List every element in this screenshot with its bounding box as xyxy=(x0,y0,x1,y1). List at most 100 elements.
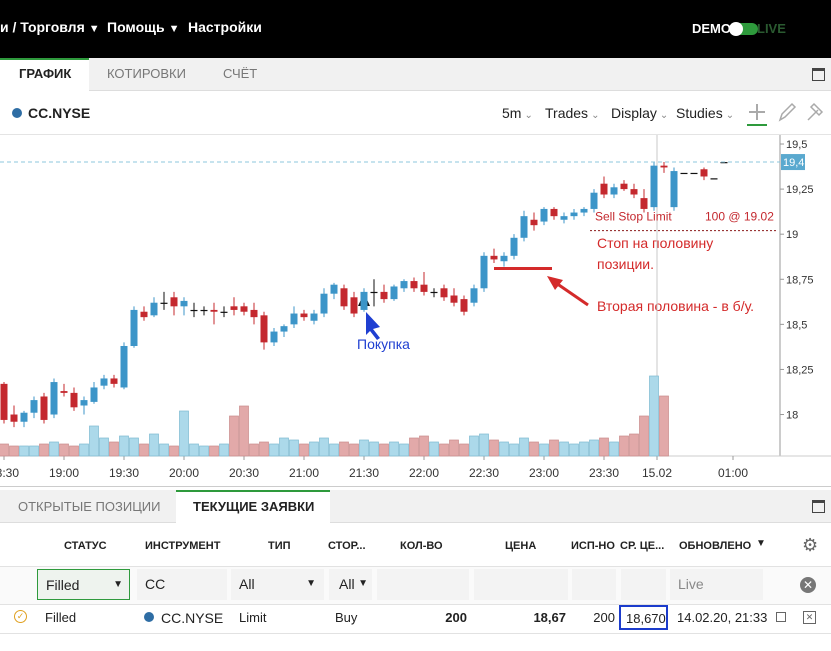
x-tick-label: 23:30 xyxy=(589,466,619,480)
filled-filter[interactable] xyxy=(572,569,616,600)
candle-body xyxy=(540,208,548,222)
x-tick-label: 18:30 xyxy=(0,466,19,480)
volume-bar xyxy=(609,441,619,457)
instrument-filter[interactable]: CC xyxy=(137,569,227,600)
y-tick-label: 18,5 xyxy=(786,319,807,331)
demo-label: DEMO xyxy=(692,21,731,36)
candle-body xyxy=(70,392,78,408)
maximize-icon[interactable] xyxy=(812,500,825,513)
candle-body xyxy=(520,216,528,238)
tab[interactable]: КОТИРОВКИ xyxy=(107,66,186,81)
volume-bar xyxy=(639,415,649,457)
candle-body xyxy=(430,291,438,294)
settings-icon[interactable]: ⚙ xyxy=(802,535,819,555)
mode-toggle[interactable] xyxy=(729,22,758,36)
separator xyxy=(0,633,831,634)
volume-bar xyxy=(259,441,269,457)
tab[interactable]: СЧЁТ xyxy=(223,66,258,81)
menu-item[interactable]: Настройки xyxy=(188,19,262,35)
volume-bar xyxy=(339,441,349,457)
volume-bar xyxy=(439,443,449,457)
volume-bar xyxy=(9,445,19,457)
qty-filter[interactable] xyxy=(377,569,469,600)
interval-select[interactable]: 5m ⌄ xyxy=(502,105,533,121)
type-label: Trades xyxy=(545,105,589,121)
add-icon[interactable] xyxy=(747,104,767,126)
column-header[interactable]: ТИП xyxy=(268,540,291,552)
volume-bar xyxy=(459,443,469,457)
updated-filter[interactable]: Live xyxy=(670,569,763,600)
candle-body xyxy=(330,284,338,294)
tab[interactable]: ГРАФИК xyxy=(19,66,72,81)
volume-bar xyxy=(659,395,669,457)
volume-bar xyxy=(79,443,89,457)
x-tick-label: 21:30 xyxy=(349,466,379,480)
volume-bar xyxy=(19,445,29,457)
type-select[interactable]: Trades ⌄ xyxy=(545,105,600,121)
candle-body xyxy=(640,198,648,209)
symbol-dot xyxy=(144,612,154,622)
volume-bar xyxy=(599,437,609,457)
candle-body xyxy=(140,311,148,318)
type-filter[interactable]: All ▼ xyxy=(231,569,324,600)
candle-body xyxy=(160,302,168,304)
column-header[interactable]: СР. ЦЕ... xyxy=(620,540,665,552)
column-header[interactable]: ОБНОВЛЕНО xyxy=(679,540,752,552)
candle-body xyxy=(50,382,58,415)
x-tick-label: 19:30 xyxy=(109,466,139,480)
y-tick-label: 19 xyxy=(786,229,798,241)
tab[interactable]: ТЕКУЩИЕ ЗАЯВКИ xyxy=(193,499,315,514)
side-filter[interactable]: All ▼ xyxy=(329,569,372,600)
column-header[interactable]: КОЛ-ВО xyxy=(400,540,443,552)
avg-filter[interactable] xyxy=(621,569,666,600)
tab[interactable]: ОТКРЫТЫЕ ПОЗИЦИИ xyxy=(18,499,161,514)
y-tick-label: 18,75 xyxy=(786,274,814,286)
candle-body xyxy=(560,216,568,220)
candle-body xyxy=(390,286,398,300)
column-header[interactable]: СТАТУС xyxy=(64,540,107,552)
candle-body xyxy=(300,313,308,318)
candle-body xyxy=(670,171,678,208)
clear-filters[interactable]: ✕ xyxy=(800,577,816,593)
volume-bar xyxy=(169,445,179,457)
volume-bar xyxy=(219,443,229,457)
candle-body xyxy=(600,183,608,195)
column-header[interactable]: ЦЕНА xyxy=(505,540,537,552)
volume-bar xyxy=(359,439,369,457)
column-header[interactable]: ИСП-НО xyxy=(571,540,615,552)
volume-bar xyxy=(479,433,489,457)
copy-icon[interactable] xyxy=(776,612,786,622)
candle-body xyxy=(580,208,588,213)
studies-select[interactable]: Studies ⌄ xyxy=(676,105,735,121)
annotation: Покупка xyxy=(357,336,410,352)
volume-bar xyxy=(449,439,459,457)
tools-icon[interactable] xyxy=(807,102,824,121)
volume-bar xyxy=(199,445,209,457)
toggle-knob xyxy=(729,22,743,36)
maximize-icon[interactable] xyxy=(812,68,825,81)
volume-bar xyxy=(109,441,119,457)
cancel-icon[interactable]: ✕ xyxy=(803,611,816,624)
candle-body xyxy=(230,306,238,310)
column-header[interactable]: СТОР... xyxy=(328,540,366,552)
top-bar xyxy=(0,0,831,58)
price-filter[interactable] xyxy=(474,569,568,600)
sort-icon[interactable]: ▼ xyxy=(756,538,766,549)
display-select[interactable]: Display ⌄ xyxy=(611,105,669,121)
pencil-icon[interactable] xyxy=(778,102,797,122)
cell: Buy xyxy=(335,610,358,625)
filter-value: All xyxy=(239,576,255,592)
volume-bar xyxy=(489,439,499,457)
symbol[interactable]: CC.NYSE xyxy=(28,105,91,121)
status-filter[interactable]: Filled ▼ xyxy=(37,569,130,600)
volume-bar xyxy=(319,437,329,457)
volume-bar xyxy=(69,445,79,457)
column-header[interactable]: ИНСТРУМЕНТ xyxy=(145,540,221,552)
display-label: Display xyxy=(611,105,657,121)
candle-body xyxy=(510,237,518,256)
candle-body xyxy=(570,212,578,217)
menu-item[interactable]: Помощь ▼ xyxy=(107,19,180,35)
candle-body xyxy=(710,178,718,180)
cell: 18,670 xyxy=(619,605,668,630)
menu-item[interactable]: и / Торговля ▼ xyxy=(0,19,100,35)
